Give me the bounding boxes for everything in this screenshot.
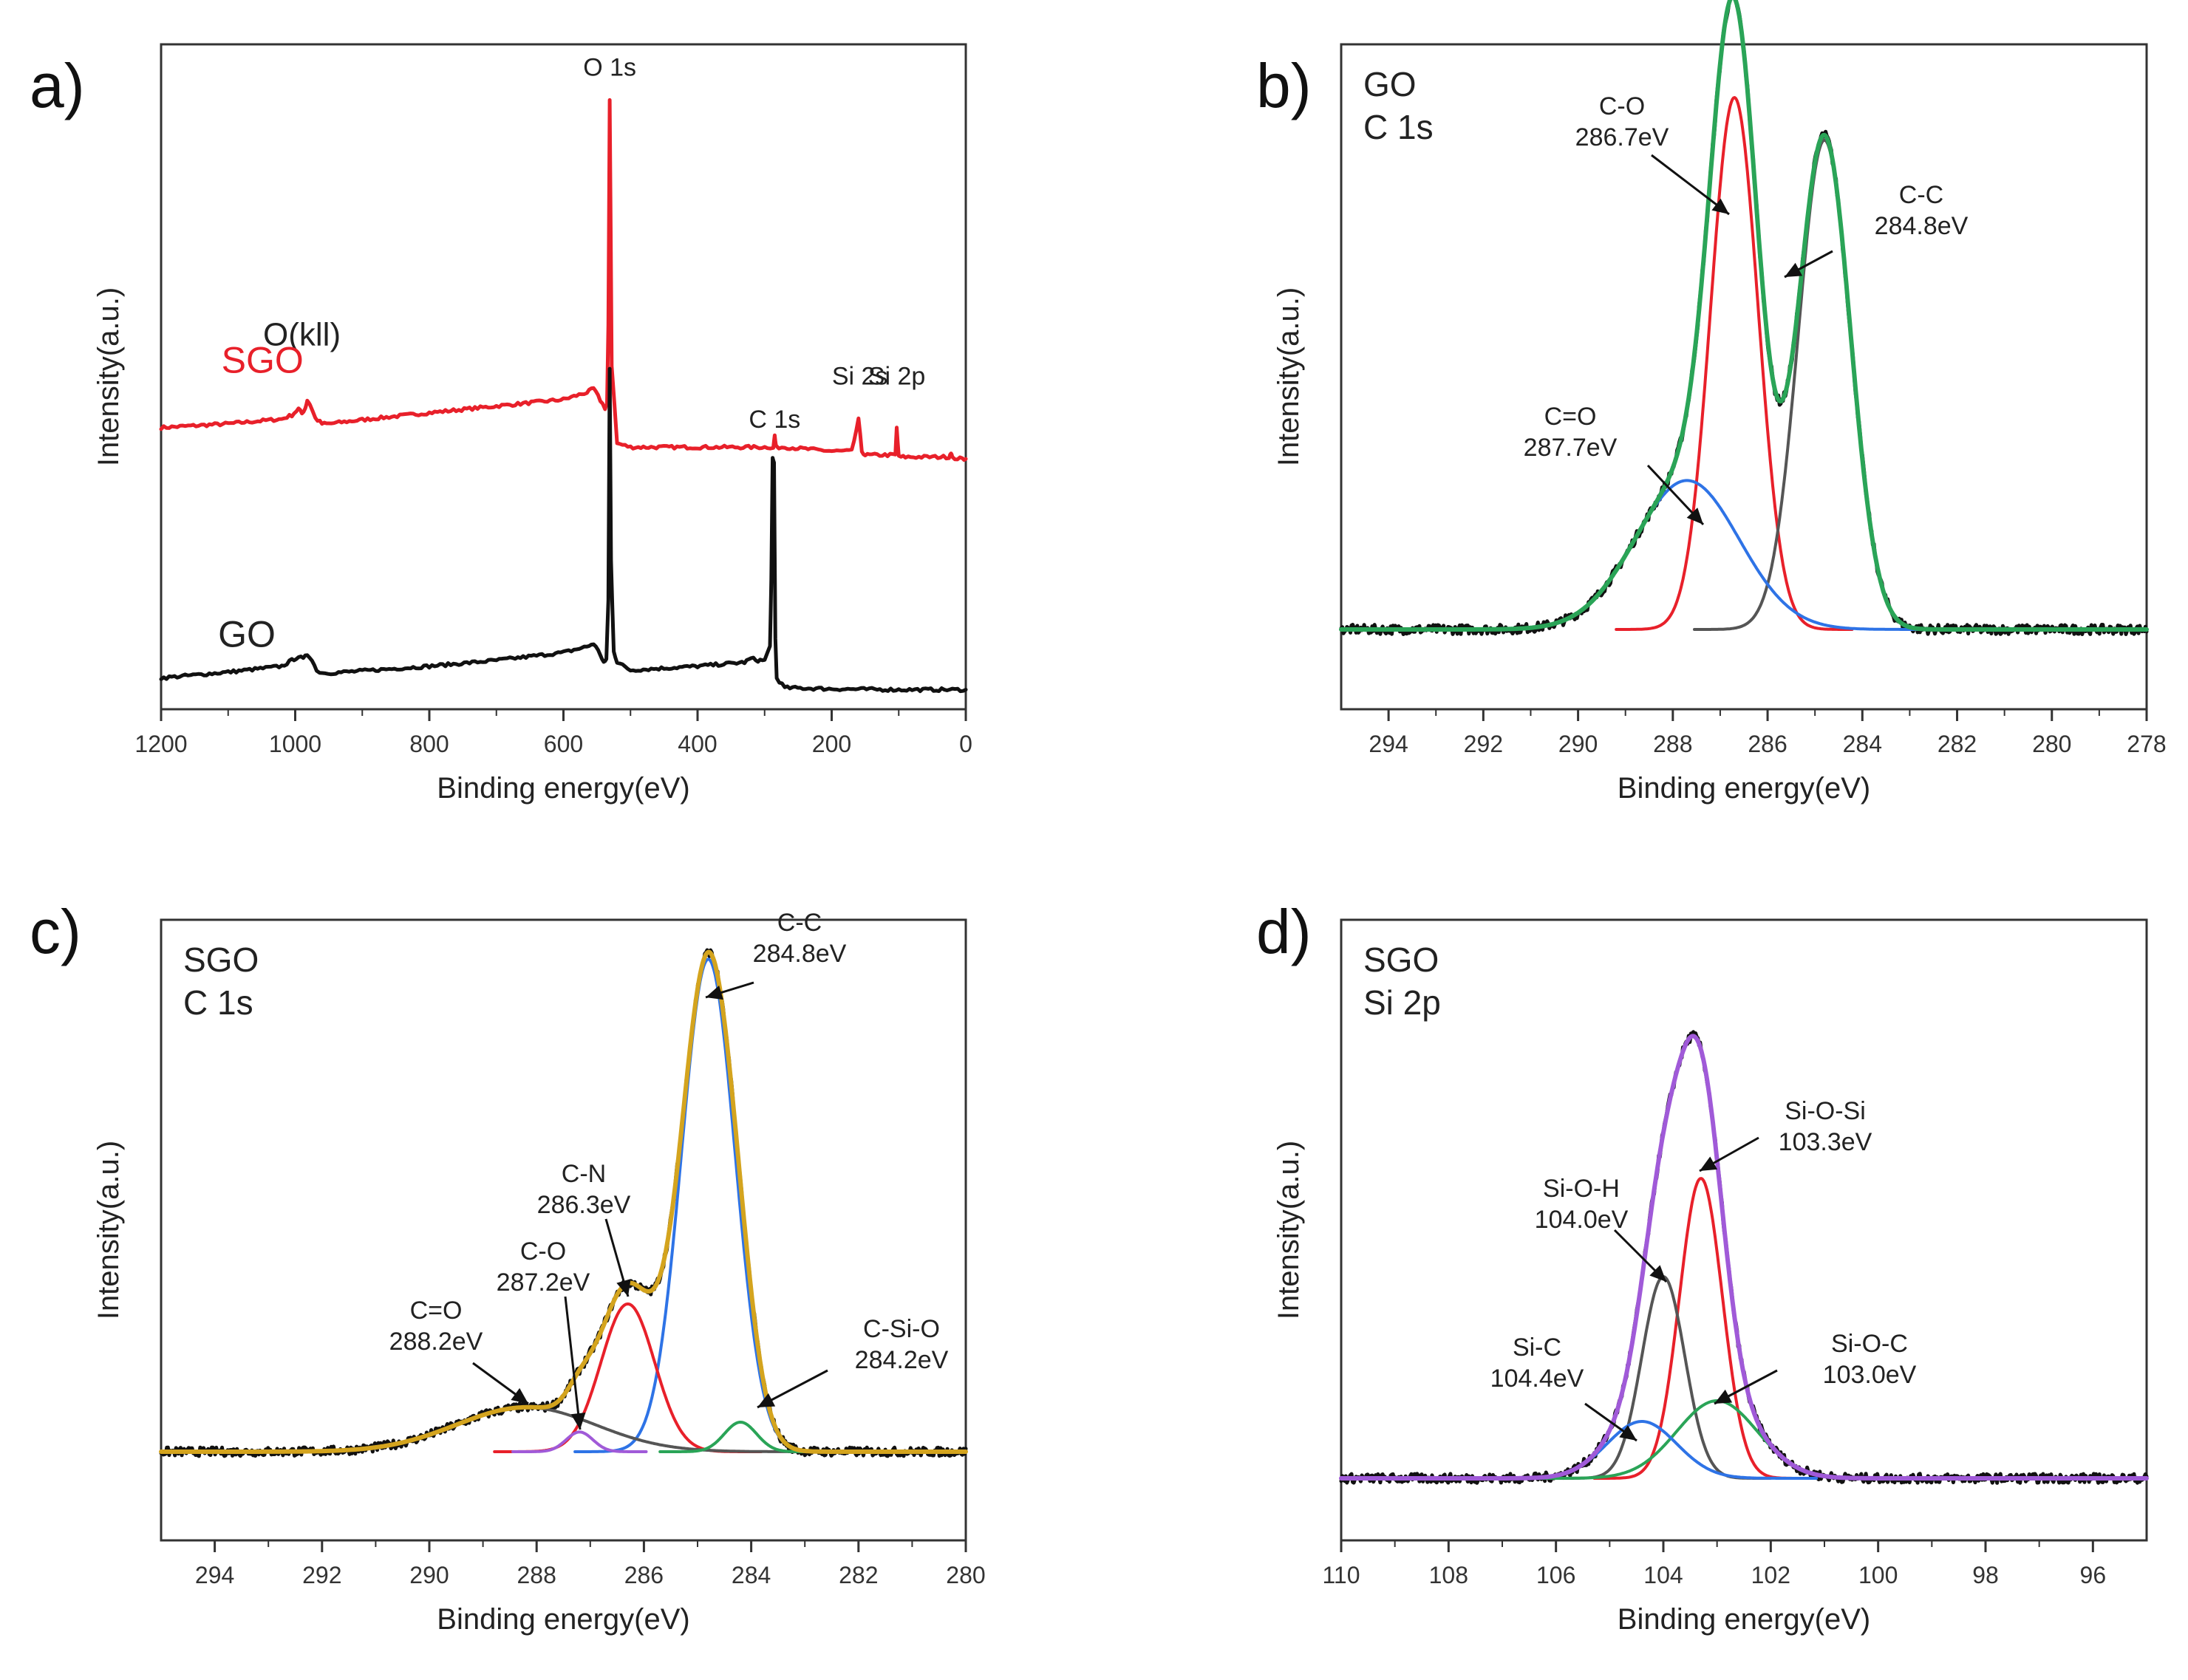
x-tick-label: 0 — [959, 731, 972, 757]
peak-name: C-O — [1599, 92, 1645, 120]
x-tick-label: 294 — [195, 1562, 234, 1588]
x-tick-label: 1200 — [134, 731, 187, 757]
peak-name: Si-O-H — [1543, 1175, 1620, 1203]
annotation-o-1s: O 1s — [583, 53, 636, 81]
x-tick-label: 98 — [1972, 1562, 1999, 1588]
y-axis-label: Intensity(a.u.) — [92, 287, 125, 466]
panel-label: d) — [1256, 897, 1312, 966]
annotation-sgo: SGO — [222, 340, 304, 381]
x-tick-label: 284 — [732, 1562, 771, 1588]
panel-label: c) — [30, 897, 81, 966]
peak-energy: 284.2eV — [855, 1346, 949, 1374]
peak-energy: 284.8eV — [753, 940, 847, 968]
panel-subtitle: SGO — [1363, 940, 1439, 979]
panel-subtitle: GO — [1363, 65, 1417, 103]
peak-energy: 103.0eV — [1823, 1361, 1917, 1389]
peak-energy: 288.2eV — [389, 1328, 483, 1356]
x-tick-label: 284 — [1843, 731, 1882, 757]
x-tick-label: 288 — [1653, 731, 1692, 757]
panel-subtitle: C 1s — [1363, 108, 1434, 146]
x-axis-label: Binding energy(eV) — [1618, 772, 1870, 805]
y-axis-label: Intensity(a.u.) — [1272, 287, 1305, 466]
x-tick-label: 110 — [1322, 1562, 1360, 1588]
x-tick-label: 292 — [1464, 731, 1503, 757]
x-tick-label: 600 — [544, 731, 583, 757]
x-tick-label: 106 — [1536, 1562, 1575, 1588]
peak-name: Si-C — [1513, 1334, 1561, 1362]
x-tick-label: 1000 — [269, 731, 321, 757]
x-axis-label: Binding energy(eV) — [437, 772, 689, 805]
x-tick-label: 800 — [409, 731, 449, 757]
panel-label: b) — [1256, 51, 1312, 120]
x-tick-label: 280 — [946, 1562, 985, 1588]
annotation-go: GO — [218, 613, 276, 655]
peak-energy: 286.7eV — [1575, 123, 1669, 151]
peak-energy: 104.0eV — [1535, 1206, 1629, 1234]
peak-energy: 104.4eV — [1490, 1365, 1584, 1393]
x-tick-label: 278 — [2127, 731, 2166, 757]
x-tick-label: 96 — [2080, 1562, 2107, 1588]
panel-label: a) — [30, 51, 85, 120]
x-tick-label: 282 — [1937, 731, 1977, 757]
x-tick-label: 102 — [1751, 1562, 1790, 1588]
peak-energy: 286.3eV — [537, 1191, 631, 1219]
y-axis-label: Intensity(a.u.) — [92, 1141, 125, 1319]
annotation-si-2p: Si 2p — [868, 363, 926, 391]
peak-name: C-C — [777, 909, 822, 937]
x-tick-label: 290 — [409, 1562, 449, 1588]
peak-energy: 284.8eV — [1875, 212, 1969, 240]
panel-subtitle: SGO — [183, 940, 259, 979]
x-tick-label: 286 — [624, 1562, 664, 1588]
peak-energy: 287.2eV — [497, 1268, 590, 1297]
peak-energy: 103.3eV — [1779, 1128, 1872, 1156]
panel-subtitle: C 1s — [183, 983, 253, 1022]
x-tick-label: 280 — [2032, 731, 2071, 757]
peak-name: C-N — [562, 1160, 606, 1188]
peak-name: Si-O-C — [1831, 1330, 1908, 1358]
peak-name: C-C — [1899, 181, 1943, 209]
peak-name: C=O — [1544, 403, 1597, 431]
xps-figure: a) 1200 1000 800 600 400 200 0 Binding energy(eV… — [0, 0, 2188, 1680]
panel-subtitle: Si 2p — [1363, 983, 1441, 1022]
x-tick-label: 290 — [1558, 731, 1598, 757]
peak-name: C=O — [410, 1297, 463, 1325]
peak-name: C-Si-O — [863, 1315, 940, 1343]
x-tick-label: 200 — [812, 731, 851, 757]
x-tick-label: 286 — [1748, 731, 1787, 757]
x-tick-label: 292 — [302, 1562, 341, 1588]
peak-energy: 287.7eV — [1524, 434, 1618, 462]
x-tick-label: 294 — [1369, 731, 1408, 757]
x-tick-label: 288 — [517, 1562, 556, 1588]
x-tick-label: 108 — [1429, 1562, 1468, 1588]
x-tick-label: 400 — [678, 731, 717, 757]
x-tick-label: 100 — [1858, 1562, 1898, 1588]
x-tick-label: 282 — [839, 1562, 878, 1588]
y-axis-label: Intensity(a.u.) — [1272, 1141, 1305, 1319]
peak-name: Si-O-Si — [1785, 1097, 1866, 1125]
x-axis-label: Binding energy(eV) — [437, 1603, 689, 1636]
peak-name: C-O — [520, 1237, 566, 1266]
annotation-c-1s: C 1s — [749, 406, 800, 434]
x-tick-label: 104 — [1643, 1562, 1683, 1588]
x-axis-label: Binding energy(eV) — [1618, 1603, 1870, 1636]
